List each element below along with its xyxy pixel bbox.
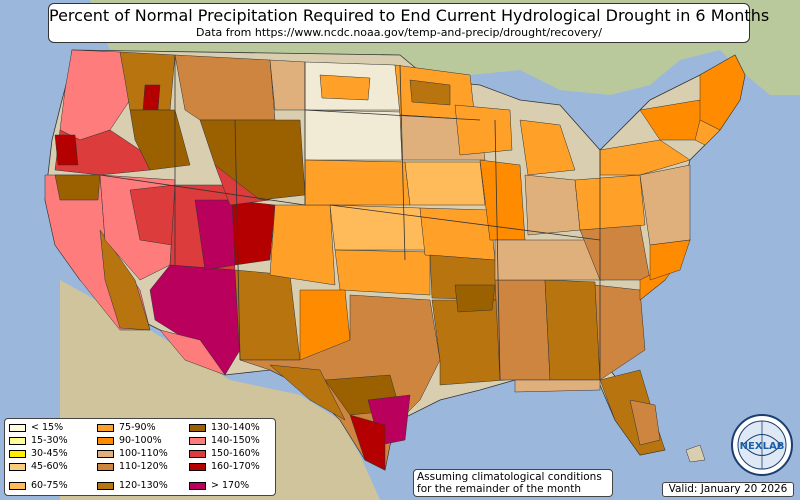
region-wi bbox=[454, 104, 513, 156]
region-ga bbox=[594, 284, 646, 381]
climatology-note: Assuming climatological conditions for t… bbox=[413, 469, 613, 497]
region-ms bbox=[494, 279, 551, 381]
legend-label: 120-130% bbox=[119, 480, 168, 491]
region-ca-central bbox=[99, 229, 151, 331]
legend-swatch bbox=[97, 449, 114, 458]
region-iowa bbox=[404, 161, 486, 206]
page-title: Percent of Normal Precipitation Required… bbox=[49, 6, 770, 25]
state-borders bbox=[99, 55, 601, 381]
legend-item: 75-90% bbox=[97, 421, 156, 434]
legend-swatch bbox=[9, 436, 26, 445]
region-wyoming bbox=[199, 119, 306, 201]
region-ks bbox=[329, 204, 426, 251]
legend-swatch bbox=[189, 436, 206, 445]
legend-item: 120-130% bbox=[97, 479, 168, 492]
legend-label: 130-140% bbox=[211, 422, 260, 433]
legend-item: 160-170% bbox=[189, 460, 260, 473]
legend-item: < 15% bbox=[9, 421, 63, 434]
legend-label: 30-45% bbox=[31, 448, 68, 459]
legend-label: 45-60% bbox=[31, 461, 68, 472]
region-ok bbox=[334, 249, 431, 296]
legend-swatch bbox=[97, 481, 114, 490]
legend-swatch bbox=[9, 462, 26, 471]
nexlab-logo-icon: NEXLAB bbox=[731, 414, 793, 476]
logo-text: NEXLAB bbox=[740, 441, 785, 452]
legend-item: 140-150% bbox=[189, 434, 260, 447]
region-ca-north bbox=[54, 174, 101, 201]
region-oregon-coast bbox=[54, 134, 79, 166]
region-tx-west bbox=[269, 364, 346, 421]
region-id-north bbox=[142, 84, 161, 111]
region-nc-east bbox=[649, 239, 691, 281]
legend: < 15% 15-30% 30-45% 45-60% 60-75% 75-90%… bbox=[4, 418, 276, 496]
legend-item: 100-110% bbox=[97, 447, 168, 460]
region-al bbox=[544, 279, 601, 381]
region-co-east bbox=[269, 204, 336, 286]
legend-item: > 170% bbox=[189, 479, 249, 492]
region-mn-north bbox=[409, 79, 451, 106]
island bbox=[685, 444, 706, 463]
legend-item: 45-60% bbox=[9, 460, 68, 473]
region-new-mexico bbox=[234, 269, 301, 361]
region-ma bbox=[694, 119, 721, 146]
legend-label: 60-75% bbox=[31, 480, 68, 491]
region-in bbox=[524, 174, 581, 236]
region-tx-south bbox=[349, 414, 386, 471]
legend-label: 140-150% bbox=[211, 435, 260, 446]
legend-label: 100-110% bbox=[119, 448, 168, 459]
legend-swatch bbox=[97, 436, 114, 445]
region-oh bbox=[574, 174, 646, 231]
region-montana bbox=[174, 54, 276, 121]
legend-swatch bbox=[189, 462, 206, 471]
valid-date: Valid: January 20 2026 bbox=[662, 482, 794, 497]
legend-swatch bbox=[9, 481, 26, 490]
note-line-1: Assuming climatological conditions bbox=[417, 471, 602, 483]
legend-item: 30-45% bbox=[9, 447, 68, 460]
region-mi bbox=[519, 119, 576, 176]
title-box: Percent of Normal Precipitation Required… bbox=[48, 3, 770, 43]
region-la bbox=[431, 299, 506, 386]
region-ar-delta bbox=[454, 284, 496, 313]
legend-swatch bbox=[189, 449, 206, 458]
legend-swatch bbox=[189, 423, 206, 432]
region-mt-east bbox=[269, 59, 306, 111]
legend-label: 110-120% bbox=[119, 461, 168, 472]
region-sd bbox=[304, 109, 403, 161]
region-ut-east bbox=[194, 199, 236, 271]
note-line-2: for the remainder of the month bbox=[417, 483, 582, 495]
region-nd-central bbox=[319, 74, 371, 101]
legend-swatch bbox=[189, 481, 206, 490]
legend-swatch bbox=[9, 423, 26, 432]
legend-label: 160-170% bbox=[211, 461, 260, 472]
region-ne bbox=[304, 159, 411, 206]
legend-label: 15-30% bbox=[31, 435, 68, 446]
legend-label: > 170% bbox=[211, 480, 250, 491]
legend-label: < 15% bbox=[31, 422, 64, 433]
legend-item: 150-160% bbox=[189, 447, 260, 460]
legend-item: 90-100% bbox=[97, 434, 162, 447]
legend-label: 75-90% bbox=[119, 422, 156, 433]
region-az-south bbox=[159, 329, 226, 376]
legend-label: 90-100% bbox=[119, 435, 162, 446]
region-mo bbox=[419, 207, 496, 261]
legend-item: 60-75% bbox=[9, 479, 68, 492]
region-gulf-coast bbox=[514, 379, 601, 393]
legend-swatch bbox=[9, 449, 26, 458]
legend-item: 110-120% bbox=[97, 460, 168, 473]
legend-item: 15-30% bbox=[9, 434, 68, 447]
legend-label: 150-160% bbox=[211, 448, 260, 459]
legend-swatch bbox=[97, 423, 114, 432]
region-fl-south bbox=[629, 399, 661, 446]
legend-swatch bbox=[97, 462, 114, 471]
page-subtitle: Data from https://www.ncdc.noaa.gov/temp… bbox=[196, 26, 602, 39]
legend-item: 130-140% bbox=[189, 421, 260, 434]
